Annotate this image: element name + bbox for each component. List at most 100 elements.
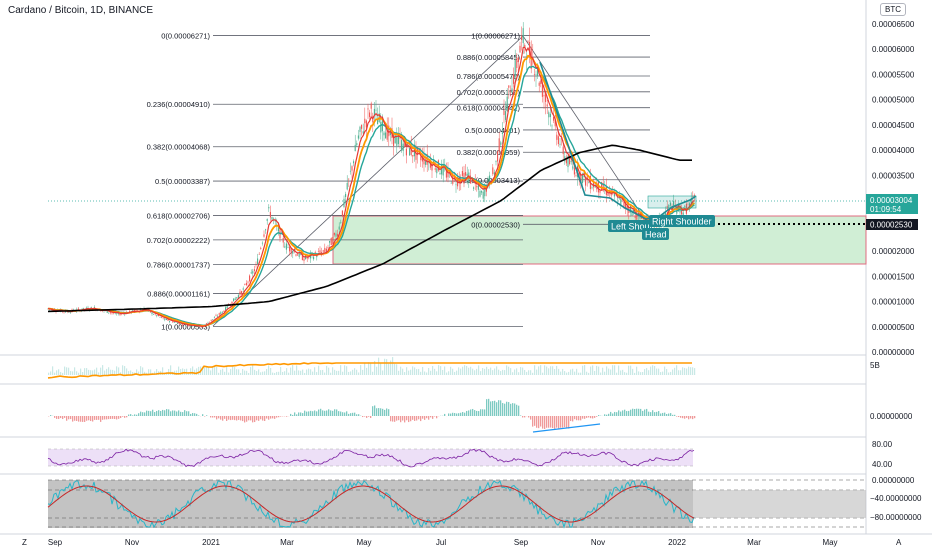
candle-body xyxy=(388,125,390,137)
volume-bar xyxy=(246,370,248,375)
macd-bar xyxy=(544,416,546,429)
volume-bar xyxy=(286,368,288,375)
macd-bar xyxy=(466,410,468,416)
x-tick-label: Nov xyxy=(125,538,139,547)
time-axis[interactable]: Sep Nov 2021 Mar May Jul Sep Nov 2022 Mar May xyxy=(48,538,838,547)
candle-body xyxy=(397,135,399,144)
macd-bar xyxy=(122,416,124,417)
timezone-icon[interactable]: Z xyxy=(22,538,27,547)
volume-bar xyxy=(370,363,372,375)
fib-level-label: 0.702(0.00002222) xyxy=(147,236,211,245)
volume-bar xyxy=(74,367,76,375)
volume-bar xyxy=(492,370,494,375)
candle-body xyxy=(497,151,499,162)
macd-bar xyxy=(246,416,248,422)
macd-bar xyxy=(316,411,318,416)
candle-body xyxy=(562,146,564,155)
candle-body xyxy=(613,193,615,197)
macd-bar xyxy=(308,411,310,416)
macd-bar xyxy=(124,416,126,418)
candle-body xyxy=(626,206,628,209)
candle-body xyxy=(153,314,155,315)
y-tick-label: 0.00002000 xyxy=(872,247,915,256)
fib-trend-line-2[interactable] xyxy=(522,35,649,225)
macd-bar xyxy=(546,416,548,428)
volume-bar xyxy=(392,357,394,375)
macd-bar xyxy=(614,411,616,416)
volume-bar xyxy=(300,370,302,375)
volume-bar xyxy=(156,369,158,375)
candle-body xyxy=(77,308,79,310)
rsi-line-path xyxy=(47,448,695,468)
candle-body xyxy=(108,312,110,314)
macd-divergence-line[interactable] xyxy=(532,423,601,433)
macd-bar xyxy=(586,416,588,418)
macd-bar xyxy=(660,413,662,416)
macd-bar xyxy=(606,414,608,416)
macd-bar xyxy=(114,416,116,420)
volume-bar xyxy=(82,372,84,375)
candle-body xyxy=(570,160,572,163)
macd-bar xyxy=(168,409,170,416)
candle-body xyxy=(492,167,494,175)
volume-bar xyxy=(546,366,548,375)
fib-level-label: 0.786(0.00005470) xyxy=(457,72,521,81)
macd-bar xyxy=(240,416,242,421)
volume-bar xyxy=(250,366,252,375)
macd-bar xyxy=(274,416,276,419)
macd-bar xyxy=(410,416,412,422)
macd-bar xyxy=(132,415,134,416)
macd-bar xyxy=(260,416,262,420)
volume-bar xyxy=(212,367,214,375)
fib-trend-line-1[interactable] xyxy=(212,35,524,327)
candle-body xyxy=(277,226,279,232)
macd-bar xyxy=(270,416,272,419)
currency-badge[interactable]: BTC xyxy=(880,3,906,16)
macd-bar xyxy=(558,416,560,429)
macd-bar xyxy=(140,411,142,416)
macd-bar xyxy=(584,416,586,419)
volume-bar xyxy=(190,368,192,375)
volume-bar xyxy=(624,372,626,375)
candle-body xyxy=(498,138,500,152)
candle-body xyxy=(231,301,233,305)
volume-bar xyxy=(72,371,74,375)
volume-bar xyxy=(278,371,280,375)
macd-bar xyxy=(416,416,418,421)
macd-bar xyxy=(166,409,168,416)
candle-body xyxy=(257,258,259,264)
volume-bar xyxy=(656,368,658,375)
macd-bar xyxy=(458,413,460,416)
candle-body xyxy=(668,204,670,209)
macd-bar xyxy=(654,412,656,416)
volume-bar xyxy=(480,371,482,375)
candle-body xyxy=(546,104,548,107)
candle-body xyxy=(516,58,518,68)
volume-bar xyxy=(666,368,668,375)
macd-bar xyxy=(202,414,204,416)
volume-bar xyxy=(324,372,326,375)
volume-bar xyxy=(310,369,312,375)
candle-body xyxy=(225,307,227,311)
candle-body xyxy=(189,325,191,327)
volume-bar xyxy=(238,369,240,375)
head-shoulders-pattern[interactable] xyxy=(539,61,697,220)
price-axis[interactable]: 0.00006500 0.00006000 0.00005500 0.00005000… xyxy=(872,20,915,357)
x-tick-label: Jul xyxy=(436,538,446,547)
macd-bar xyxy=(250,416,252,421)
candle-body xyxy=(476,186,478,188)
volume-bar xyxy=(636,366,638,375)
candle-body xyxy=(633,210,635,213)
macd-bar xyxy=(570,416,572,422)
volume-bar xyxy=(536,369,538,375)
macd-bar xyxy=(542,416,544,429)
y-tick-label: 0.00004000 xyxy=(872,146,915,155)
macd-bar xyxy=(430,416,432,418)
macd-bar xyxy=(148,410,150,416)
macd-bar xyxy=(138,413,140,416)
volume-bar xyxy=(388,363,390,375)
volume-bar xyxy=(148,369,150,375)
auto-scale-button[interactable]: A xyxy=(896,538,902,547)
volume-bar xyxy=(224,371,226,375)
candle-body xyxy=(365,120,367,128)
